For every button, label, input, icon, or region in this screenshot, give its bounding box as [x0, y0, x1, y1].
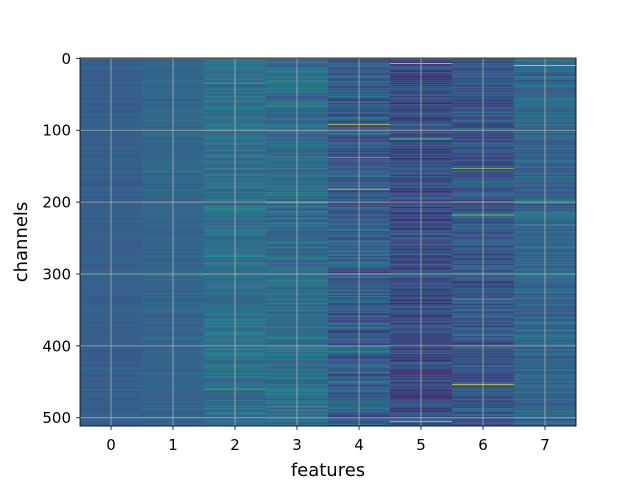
- y-axis-ticks: 0 100 200 300 400 500: [42, 50, 80, 427]
- heatmap-cells: [80, 58, 577, 427]
- y-tick-label: 300: [42, 265, 71, 283]
- x-tick-label: 7: [540, 436, 550, 454]
- y-axis-label: channels: [11, 202, 32, 283]
- x-tick-label: 3: [292, 436, 302, 454]
- x-tick-label: 1: [168, 436, 178, 454]
- plot-frame: [79, 57, 577, 427]
- y-tick-label: 0: [61, 50, 71, 68]
- x-tick-label: 5: [416, 436, 426, 454]
- x-axis-ticks: 0 1 2 3 4 5 6 7: [106, 426, 550, 454]
- x-tick-label: 0: [106, 436, 116, 454]
- x-tick-label: 6: [478, 436, 488, 454]
- y-tick-label: 200: [42, 194, 71, 212]
- y-tick-label: 500: [42, 409, 71, 427]
- grid-lines: [80, 57, 576, 426]
- y-tick-label: 400: [42, 337, 71, 355]
- x-tick-label: 4: [354, 436, 364, 454]
- y-tick-label: 100: [42, 122, 71, 140]
- x-axis-label: features: [291, 460, 365, 480]
- x-tick-label: 2: [230, 436, 240, 454]
